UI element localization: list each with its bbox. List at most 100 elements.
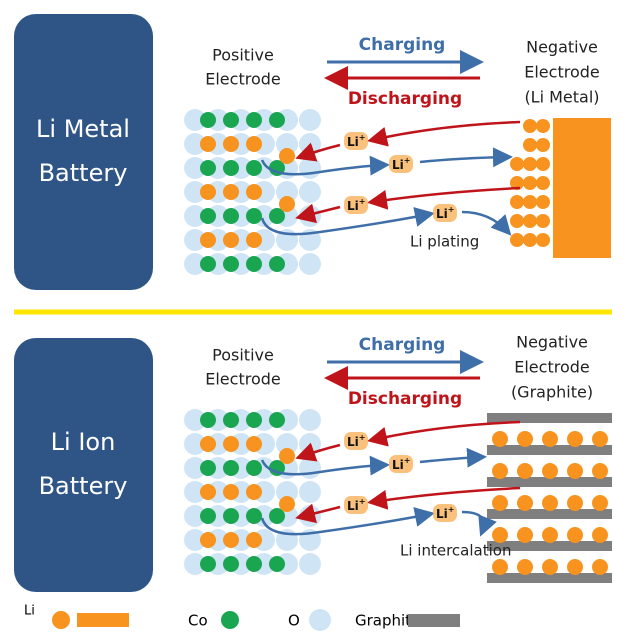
cobalt	[246, 256, 262, 272]
ion-charge: +	[448, 205, 455, 214]
lithium	[542, 559, 558, 575]
legend-li-dot	[52, 611, 70, 629]
battery-box	[14, 14, 153, 290]
ion-label: Li+	[347, 433, 365, 449]
lithium	[279, 448, 295, 464]
graphite-layer	[487, 509, 612, 519]
lithium	[223, 532, 239, 548]
lithium	[592, 527, 608, 543]
cobalt	[223, 160, 239, 176]
positive-label: Positive	[212, 46, 274, 65]
ion-symbol: Li	[347, 499, 359, 513]
ion: Li+	[389, 455, 413, 473]
lithium	[523, 157, 537, 171]
oxygen	[184, 181, 206, 203]
oxygen	[299, 253, 321, 275]
ion-label: Li+	[392, 456, 410, 472]
cobalt	[223, 412, 239, 428]
lithium	[523, 119, 537, 133]
ion-symbol: Li	[392, 158, 404, 172]
positive-label: Electrode	[205, 370, 280, 389]
oxygen	[299, 481, 321, 503]
negative-label: (Graphite)	[511, 383, 593, 402]
oxygen	[184, 433, 206, 455]
battery-label: Li Ion	[51, 428, 116, 456]
lithium	[536, 214, 550, 228]
oxygen	[184, 253, 206, 275]
lithium	[592, 559, 608, 575]
legend-o	[309, 609, 331, 631]
oxygen	[184, 109, 206, 131]
cobalt	[269, 508, 285, 524]
ion-label: Li+	[347, 133, 365, 149]
lithium	[223, 136, 239, 152]
negative-label: Electrode	[514, 358, 589, 377]
lithium	[246, 232, 262, 248]
lithium	[510, 233, 524, 247]
lithium	[517, 431, 533, 447]
lithium	[536, 119, 550, 133]
discharge-path	[367, 486, 521, 510]
cobalt	[223, 208, 239, 224]
lithium	[492, 431, 508, 447]
lithium	[536, 157, 550, 171]
lithium	[542, 463, 558, 479]
ion-label: Li+	[347, 497, 365, 513]
positive-label: Positive	[212, 346, 274, 365]
lithium	[246, 532, 262, 548]
lithium	[542, 527, 558, 543]
discharge-path	[295, 203, 341, 224]
lithium	[536, 195, 550, 209]
battery-box	[14, 338, 153, 592]
lithium	[542, 495, 558, 511]
cobalt	[246, 556, 262, 572]
panel: Positive Electrode Charging Discharging Nega…	[184, 333, 612, 583]
legend-graphite	[408, 614, 460, 627]
cobalt	[200, 208, 216, 224]
discharging-label: Discharging	[348, 389, 462, 409]
oxygen	[299, 457, 321, 479]
lithium	[200, 484, 216, 500]
cobalt	[269, 112, 285, 128]
ion-symbol: Li	[347, 435, 359, 449]
lithium	[567, 463, 583, 479]
lithium	[246, 484, 262, 500]
oxygen	[299, 181, 321, 203]
oxygen	[299, 409, 321, 431]
lithium	[567, 559, 583, 575]
cobalt	[200, 112, 216, 128]
lithium	[523, 195, 537, 209]
oxygen	[276, 433, 298, 455]
oxygen	[184, 481, 206, 503]
cobalt	[269, 256, 285, 272]
li-metal	[553, 118, 611, 258]
lithium	[279, 196, 295, 212]
oxygen	[184, 133, 206, 155]
ion: Li+	[344, 432, 368, 450]
cobalt	[223, 256, 239, 272]
ion-charge: +	[359, 497, 366, 506]
lithium	[510, 157, 524, 171]
legend-li-bar	[77, 613, 129, 627]
ion-badge	[389, 455, 413, 473]
discharge-path	[295, 142, 341, 162]
charge-path	[419, 447, 487, 468]
lithium	[510, 176, 524, 190]
ion: Li+	[344, 196, 368, 214]
process-label: Li plating	[410, 233, 479, 251]
negative-label: Negative	[526, 38, 598, 57]
cobalt	[223, 508, 239, 524]
lithium	[223, 184, 239, 200]
lithium	[567, 431, 583, 447]
ion-label: Li+	[347, 197, 365, 213]
graphite-layer	[487, 573, 612, 583]
oxygen	[184, 553, 206, 575]
negative-label: Electrode	[524, 63, 599, 82]
ion-charge: +	[404, 456, 411, 465]
cobalt	[246, 460, 262, 476]
ion-label: Li+	[392, 156, 410, 172]
oxygen	[184, 205, 206, 227]
graphite-layer	[487, 541, 612, 551]
ion-badge	[344, 196, 368, 214]
legend: Li Co O Graphite	[24, 604, 460, 631]
